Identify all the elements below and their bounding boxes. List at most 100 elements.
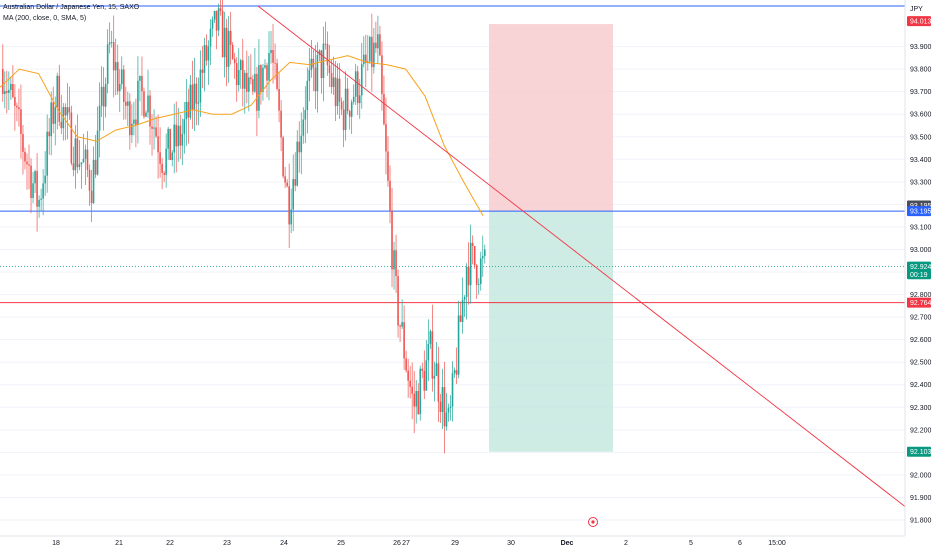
candle-body	[252, 79, 254, 92]
candle-body	[308, 70, 311, 81]
candle-body	[233, 58, 236, 64]
candle-body	[481, 256, 484, 259]
candle-body	[401, 322, 403, 327]
time-tick-label: 22	[166, 540, 174, 547]
candle-body	[42, 183, 44, 199]
time-tick-label: 23	[223, 540, 231, 547]
candle-body	[262, 67, 264, 92]
candle-body	[213, 10, 216, 20]
price-tag-bg	[907, 16, 931, 27]
ma-200-line	[0, 55, 484, 216]
price-tick-label: 93.400	[910, 157, 932, 164]
take-profit-zone	[489, 211, 613, 452]
candle-body	[237, 70, 240, 86]
candle-body	[272, 50, 274, 63]
candle-body	[177, 125, 180, 147]
candle-body	[379, 34, 381, 56]
candle-body	[467, 266, 470, 286]
candle-body	[433, 375, 436, 379]
moving-average-line	[0, 55, 484, 216]
candle-body	[171, 152, 173, 161]
candle-body	[387, 151, 389, 181]
candle-body	[167, 128, 169, 149]
candle-body	[268, 53, 270, 81]
candle-body	[314, 67, 317, 92]
candle-body	[248, 77, 250, 92]
candle-body	[423, 370, 426, 391]
price-tick-label: 92.400	[910, 382, 932, 389]
candle-body	[175, 124, 178, 147]
candle-body	[120, 69, 123, 85]
candle-body	[165, 148, 167, 175]
candle-body	[286, 182, 288, 187]
candle-body	[320, 50, 323, 79]
indicator-label[interactable]: MA (200, close, 0, SMA, 5)	[3, 15, 87, 22]
price-tag-bg	[907, 269, 931, 280]
candle-body	[421, 368, 424, 371]
price-tick-label: 93.500	[910, 134, 932, 141]
candle-body	[203, 45, 206, 73]
candle-body	[393, 250, 395, 270]
candle-body	[457, 315, 460, 375]
candle-body	[324, 43, 327, 45]
trend-line[interactable]	[257, 5, 906, 507]
price-tag-label: 92.924	[910, 264, 932, 271]
candle-body	[235, 63, 238, 86]
candle-body	[88, 169, 91, 191]
candle-body	[191, 84, 194, 110]
candle-body	[483, 249, 486, 257]
candle-body	[143, 91, 145, 117]
candle-body	[20, 109, 22, 135]
candle-body	[217, 8, 220, 31]
time-axis[interactable]: 18 21 22 23 24 25 26 27 29 30 Dec 2 5 6 15:00	[0, 517, 905, 550]
candle-body	[125, 101, 127, 106]
candle-body	[270, 50, 272, 54]
candle-body	[425, 360, 428, 391]
candle-body	[350, 101, 353, 117]
time-tick-label: 30	[507, 540, 515, 547]
candle-body	[118, 84, 121, 92]
time-tick-label: 25	[337, 540, 345, 547]
price-tick-label: 93.300	[910, 179, 932, 186]
time-tick-label: Dec	[561, 540, 574, 547]
candle-body	[356, 71, 359, 104]
candle-body	[133, 119, 135, 124]
candle-body	[375, 42, 377, 49]
candle-body	[24, 151, 26, 162]
candle-body	[94, 159, 97, 175]
candle-body	[340, 101, 343, 110]
candle-body	[302, 119, 305, 136]
candle-body	[8, 89, 10, 93]
descending-trend-line	[257, 5, 906, 507]
candle-body	[116, 62, 119, 92]
candle-body	[108, 42, 111, 45]
candle-body	[28, 164, 30, 166]
candle-body	[74, 138, 77, 171]
candle-body	[447, 407, 450, 413]
candle-body	[78, 164, 81, 168]
candle-body	[161, 163, 163, 173]
candle-body	[223, 27, 226, 58]
price-tag-bg	[907, 206, 931, 217]
price-tag-label: 00:19	[910, 272, 928, 279]
price-tick-label: 92.600	[910, 337, 932, 344]
candle-body	[199, 69, 202, 103]
candle-body	[409, 380, 411, 387]
candle-body	[459, 315, 462, 322]
candle-body	[189, 84, 192, 118]
price-tag-bg	[907, 297, 931, 308]
candle-body	[306, 80, 309, 111]
candle-body	[98, 105, 101, 131]
price-tick-label: 91.900	[910, 495, 932, 502]
candle-body	[80, 162, 83, 165]
candlesticks	[2, 0, 486, 454]
currency-label: JPY	[910, 6, 923, 13]
candle-body	[221, 10, 224, 58]
candle-body	[391, 211, 393, 270]
candle-body	[369, 36, 371, 62]
candle-body	[239, 60, 242, 71]
candle-body	[225, 27, 228, 67]
candle-body	[201, 69, 204, 73]
symbol-title[interactable]: Australian Dollar / Japanese Yen, 15, SA…	[3, 4, 140, 11]
